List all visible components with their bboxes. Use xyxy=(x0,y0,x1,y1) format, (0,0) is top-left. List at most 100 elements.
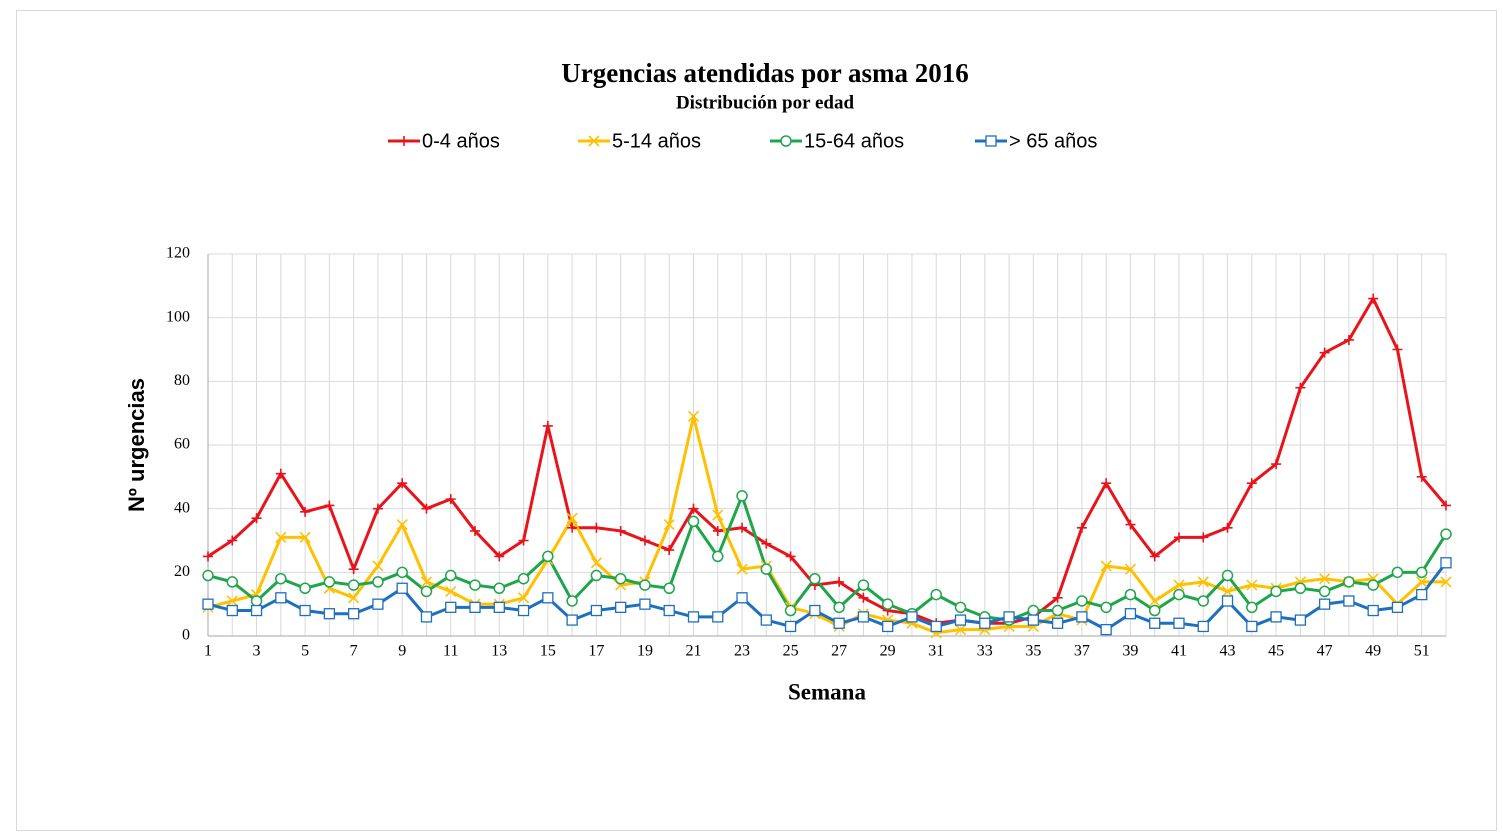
marker xyxy=(420,576,433,588)
marker xyxy=(250,595,263,607)
marker xyxy=(784,620,797,633)
marker xyxy=(1100,623,1112,636)
marker xyxy=(1271,459,1282,470)
marker xyxy=(1246,620,1258,633)
marker xyxy=(1416,471,1427,482)
marker xyxy=(590,557,602,569)
marker xyxy=(663,519,675,531)
marker xyxy=(445,601,457,613)
x-tick-label: 23 xyxy=(734,643,750,660)
x-tick-label: 17 xyxy=(588,643,604,660)
x-tick-label: 49 xyxy=(1365,643,1381,660)
marker xyxy=(834,576,845,587)
marker xyxy=(1125,519,1136,530)
marker xyxy=(1100,601,1112,614)
marker xyxy=(736,563,748,575)
marker xyxy=(1173,532,1184,543)
marker xyxy=(954,614,967,626)
marker xyxy=(1270,585,1282,598)
marker xyxy=(1246,478,1257,489)
x-tick-label: 25 xyxy=(783,643,799,660)
marker xyxy=(396,519,408,531)
x-tick-label: 21 xyxy=(685,643,701,660)
marker xyxy=(590,569,603,582)
y-tick-label: 100 xyxy=(166,308,190,325)
marker xyxy=(1294,614,1307,626)
marker xyxy=(275,572,287,585)
legend-label: > 65 años xyxy=(1009,130,1097,152)
y-tick-label: 60 xyxy=(174,436,190,453)
x-tick-label: 29 xyxy=(880,643,896,660)
marker xyxy=(396,582,408,594)
x-tick-label: 27 xyxy=(831,643,847,660)
marker xyxy=(687,410,700,422)
marker xyxy=(639,579,651,591)
marker xyxy=(1051,617,1064,629)
marker xyxy=(566,512,578,524)
marker xyxy=(1294,582,1307,594)
marker xyxy=(203,551,213,562)
marker xyxy=(397,478,408,489)
x-tick-label: 35 xyxy=(1025,643,1041,660)
marker xyxy=(1319,347,1330,358)
marker xyxy=(881,598,894,610)
marker xyxy=(1149,595,1161,607)
marker xyxy=(299,531,311,543)
marker xyxy=(202,598,214,610)
marker xyxy=(809,572,821,585)
series-line xyxy=(207,297,1448,625)
marker xyxy=(396,566,408,579)
marker xyxy=(1367,604,1379,617)
marker xyxy=(760,614,772,626)
marker xyxy=(664,545,675,556)
chart-frame xyxy=(16,10,1497,831)
marker xyxy=(979,617,991,629)
marker xyxy=(954,601,967,614)
marker xyxy=(226,576,239,588)
marker xyxy=(1391,566,1404,579)
y-tick-label: 80 xyxy=(174,372,190,389)
marker xyxy=(639,598,651,610)
marker xyxy=(1318,585,1331,598)
marker xyxy=(1295,382,1306,393)
marker xyxy=(906,611,918,623)
x-tick-label: 9 xyxy=(398,643,406,660)
marker xyxy=(1100,560,1112,572)
legend-label: 15-64 años xyxy=(804,130,904,152)
marker xyxy=(1149,617,1161,629)
marker xyxy=(712,550,724,563)
marker xyxy=(737,522,748,533)
marker xyxy=(299,604,311,617)
marker xyxy=(1124,588,1137,601)
marker xyxy=(347,608,360,620)
marker xyxy=(347,579,360,591)
marker xyxy=(420,611,433,623)
marker xyxy=(1343,334,1354,345)
series-line xyxy=(207,414,1446,635)
marker xyxy=(518,592,530,604)
marker xyxy=(300,506,311,517)
marker xyxy=(930,620,942,633)
marker xyxy=(615,601,627,613)
marker xyxy=(591,522,602,533)
marker xyxy=(1052,592,1063,603)
marker xyxy=(226,604,238,617)
marker xyxy=(1197,576,1209,588)
y-tick-label: 0 xyxy=(182,627,190,644)
marker xyxy=(809,604,821,617)
marker xyxy=(348,564,359,575)
marker xyxy=(1149,551,1160,562)
marker xyxy=(566,614,578,626)
marker xyxy=(833,617,845,629)
marker xyxy=(1148,604,1161,617)
marker xyxy=(227,535,238,546)
x-tick-label: 41 xyxy=(1171,643,1187,660)
marker xyxy=(1319,573,1331,585)
y-tick-label: 20 xyxy=(174,563,190,580)
legend-marker xyxy=(399,136,409,146)
marker xyxy=(421,503,432,514)
marker xyxy=(882,620,894,633)
x-tick-label: 43 xyxy=(1220,643,1236,660)
marker xyxy=(1003,611,1015,623)
marker xyxy=(493,582,506,594)
